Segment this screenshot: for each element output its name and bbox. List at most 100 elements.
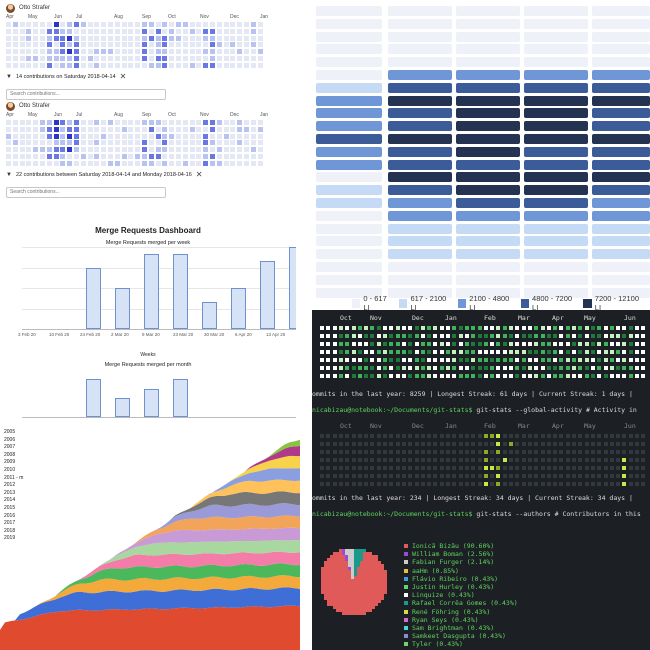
day-cell[interactable] bbox=[169, 56, 175, 61]
day-cell[interactable] bbox=[278, 62, 283, 68]
day-cell[interactable] bbox=[46, 154, 52, 159]
day-cell[interactable] bbox=[155, 140, 161, 146]
day-cell[interactable] bbox=[80, 133, 86, 139]
day-cell[interactable] bbox=[74, 42, 79, 48]
day-cell[interactable] bbox=[284, 147, 290, 153]
day-cell[interactable] bbox=[33, 28, 39, 34]
day-cell[interactable] bbox=[67, 126, 73, 132]
day-cell[interactable] bbox=[33, 160, 39, 166]
day-cell[interactable] bbox=[108, 140, 113, 146]
day-cell[interactable] bbox=[19, 133, 25, 139]
day-cell[interactable] bbox=[142, 35, 147, 41]
day-cell[interactable] bbox=[169, 147, 175, 153]
day-cell[interactable] bbox=[101, 42, 107, 48]
day-cell[interactable] bbox=[74, 56, 79, 61]
day-cell[interactable] bbox=[74, 147, 79, 153]
day-cell[interactable] bbox=[128, 133, 134, 139]
day-cell[interactable] bbox=[196, 56, 202, 61]
day-cell[interactable] bbox=[6, 160, 11, 166]
day-cell[interactable] bbox=[203, 28, 209, 34]
day-cell[interactable] bbox=[87, 56, 93, 61]
day-cell[interactable] bbox=[60, 133, 66, 139]
day-cell[interactable] bbox=[33, 62, 39, 68]
day-cell[interactable] bbox=[210, 22, 215, 27]
day-cell[interactable] bbox=[80, 160, 86, 166]
day-cell[interactable] bbox=[40, 140, 45, 146]
day-cell[interactable] bbox=[210, 126, 215, 132]
day-cell[interactable] bbox=[87, 160, 93, 166]
day-cell[interactable] bbox=[128, 49, 134, 55]
day-cell[interactable] bbox=[19, 22, 25, 27]
day-cell[interactable] bbox=[67, 28, 73, 34]
day-cell[interactable] bbox=[60, 160, 66, 166]
day-cell[interactable] bbox=[162, 42, 168, 48]
day-cell[interactable] bbox=[101, 126, 107, 132]
day-cell[interactable] bbox=[87, 147, 93, 153]
day-cell[interactable] bbox=[244, 35, 249, 41]
day-cell[interactable] bbox=[60, 28, 66, 34]
day-cell[interactable] bbox=[182, 28, 188, 34]
day-cell[interactable] bbox=[26, 140, 32, 146]
day-cell[interactable] bbox=[142, 22, 147, 27]
day-cell[interactable] bbox=[60, 147, 66, 153]
day-cell[interactable] bbox=[203, 133, 209, 139]
day-cell[interactable] bbox=[244, 49, 249, 55]
day-cell[interactable] bbox=[210, 147, 215, 153]
day-cell[interactable] bbox=[230, 147, 236, 153]
day-cell[interactable] bbox=[230, 126, 236, 132]
day-cell[interactable] bbox=[26, 62, 32, 68]
day-cell[interactable] bbox=[203, 22, 209, 27]
day-cell[interactable] bbox=[142, 49, 147, 55]
day-cell[interactable] bbox=[148, 160, 154, 166]
day-cell[interactable] bbox=[87, 49, 93, 55]
day-cell[interactable] bbox=[94, 154, 100, 159]
day-cell[interactable] bbox=[176, 126, 181, 132]
day-cell[interactable] bbox=[80, 62, 86, 68]
day-cell[interactable] bbox=[210, 154, 215, 159]
day-cell[interactable] bbox=[271, 42, 277, 48]
day-cell[interactable] bbox=[210, 56, 215, 61]
day-cell[interactable] bbox=[46, 35, 52, 41]
day-cell[interactable] bbox=[135, 62, 141, 68]
day-cell[interactable] bbox=[53, 56, 59, 61]
day-cell[interactable] bbox=[237, 42, 243, 48]
day-cell[interactable] bbox=[114, 147, 120, 153]
day-cell[interactable] bbox=[271, 160, 277, 166]
day-cell[interactable] bbox=[74, 126, 79, 132]
day-cell[interactable] bbox=[67, 160, 73, 166]
day-cell[interactable] bbox=[12, 28, 18, 34]
day-cell[interactable] bbox=[189, 147, 195, 153]
day-cell[interactable] bbox=[271, 154, 277, 159]
day-cell[interactable] bbox=[121, 140, 127, 146]
day-cell[interactable] bbox=[53, 133, 59, 139]
day-cell[interactable] bbox=[121, 133, 127, 139]
day-cell[interactable] bbox=[230, 56, 236, 61]
day-cell[interactable] bbox=[128, 160, 134, 166]
day-cell[interactable] bbox=[189, 28, 195, 34]
day-cell[interactable] bbox=[26, 22, 32, 27]
day-cell[interactable] bbox=[80, 56, 86, 61]
day-cell[interactable] bbox=[264, 120, 270, 125]
day-cell[interactable] bbox=[169, 133, 175, 139]
day-cell[interactable] bbox=[250, 42, 256, 48]
day-cell[interactable] bbox=[142, 126, 147, 132]
day-cell[interactable] bbox=[216, 154, 222, 159]
day-cell[interactable] bbox=[6, 56, 11, 61]
day-cell[interactable] bbox=[60, 22, 66, 27]
day-cell[interactable] bbox=[244, 22, 249, 27]
day-cell[interactable] bbox=[189, 126, 195, 132]
day-cell[interactable] bbox=[114, 35, 120, 41]
day-cell[interactable] bbox=[94, 35, 100, 41]
day-cell[interactable] bbox=[223, 22, 229, 27]
day-cell[interactable] bbox=[60, 154, 66, 159]
day-cell[interactable] bbox=[237, 133, 243, 139]
day-cell[interactable] bbox=[94, 42, 100, 48]
day-cell[interactable] bbox=[121, 49, 127, 55]
day-cell[interactable] bbox=[257, 35, 263, 41]
day-cell[interactable] bbox=[169, 160, 175, 166]
day-cell[interactable] bbox=[142, 56, 147, 61]
day-cell[interactable] bbox=[60, 35, 66, 41]
day-cell[interactable] bbox=[244, 120, 249, 125]
day-cell[interactable] bbox=[155, 42, 161, 48]
day-cell[interactable] bbox=[210, 28, 215, 34]
